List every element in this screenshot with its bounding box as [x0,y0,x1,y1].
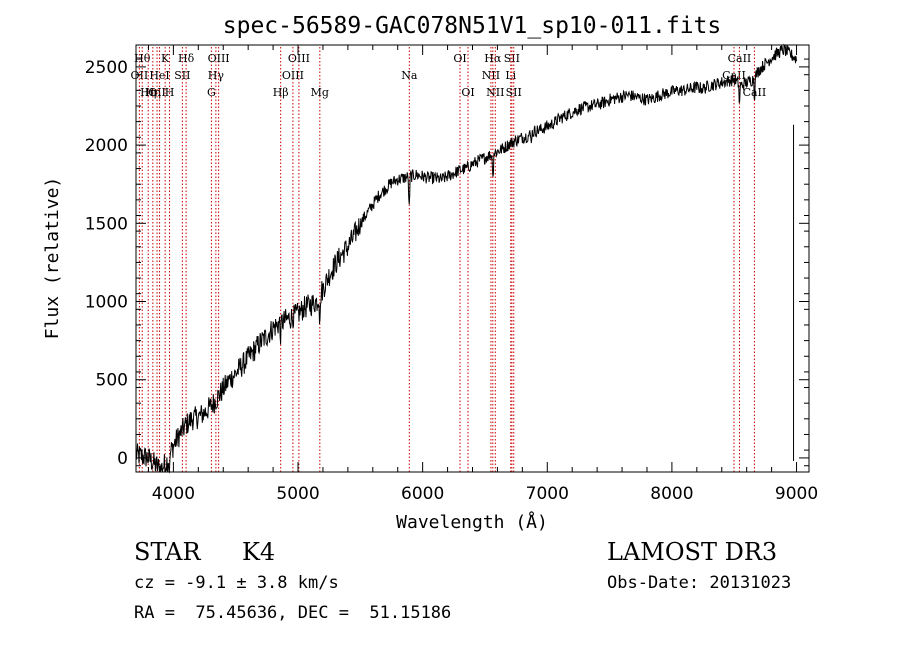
line-marker-label: OII [131,69,149,82]
survey-name: LAMOST DR3 [607,538,778,566]
x-axis-label: Wavelength (Å) [396,511,548,533]
spectrum-chart: spec-56589-GAC078N51V1_sp10-011.fits OII… [42,13,818,533]
axis-ticks: 4000 5000 6000 7000 8000 9000 0 500 1000 1500 2000… [85,45,818,504]
line-marker-label: SII [174,69,190,82]
line-marker-label: HeI [149,69,169,82]
line-marker-label: OI [461,86,474,99]
x-tick-label: 6000 [401,484,444,504]
line-marker-label: OIII [282,69,304,82]
object-subclass: K4 [242,538,276,566]
series-layer [135,43,797,474]
line-marker-label: SII [506,86,522,99]
line-marker-label: G [207,86,216,99]
x-tick-label: 5000 [276,484,319,504]
line-marker-label: Hα [484,52,502,65]
plot-frame [135,44,810,473]
line-marker-label: OI [453,52,466,65]
line-marker-label: SII [504,52,520,65]
line-markers: OIIHθHηHηOIIHeIKHSIIHδGHγOIIIHβOIIIOIIIM… [131,47,766,472]
y-tick-label: 0 [117,449,128,469]
line-marker-label: NII [486,86,504,99]
y-tick-label: 1500 [85,214,128,234]
line-marker-label: Hθ [134,52,151,65]
line-marker-label: OIII [208,52,230,65]
x-tick-label: 8000 [650,484,693,504]
line-marker-label: OIII [288,52,310,65]
line-marker-label: Hδ [178,52,195,65]
line-marker-label: Mg [311,86,329,99]
flux-line [135,43,797,474]
line-marker-label: Hγ [208,69,225,82]
redshift-readout: cz = -9.1 ± 3.8 km/s [134,573,339,593]
y-tick-label: 2500 [85,58,128,78]
line-marker-label: NII [482,69,500,82]
x-tick-label: 7000 [526,484,569,504]
x-tick-label: 4000 [152,484,195,504]
chart-title: spec-56589-GAC078N51V1_sp10-011.fits [223,13,722,39]
x-tick-label: 9000 [775,484,818,504]
line-marker-label: K [161,52,170,65]
line-marker-label: OII [148,86,166,99]
line-marker-label: CaII [728,52,752,65]
line-marker-label: Hβ [273,86,289,99]
line-marker-label: Hη [140,86,156,99]
line-marker-label: H [165,86,175,99]
y-axis-label: Flux (relative) [42,177,63,340]
line-marker-label: Na [401,69,418,82]
obs-date: Obs-Date: 20131023 [607,573,792,593]
y-tick-label: 1000 [85,293,128,313]
y-tick-label: 2000 [85,136,128,156]
coordinates: RA = 75.45636, DEC = 51.15186 [134,603,452,623]
object-class: STAR [134,538,201,566]
line-marker-label: Li [505,69,516,82]
y-tick-label: 500 [96,371,128,391]
